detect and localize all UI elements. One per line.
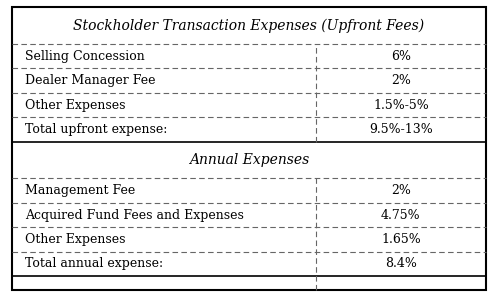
Text: 4.75%: 4.75% <box>381 208 421 222</box>
Text: 9.5%-13%: 9.5%-13% <box>369 123 433 136</box>
Text: 2%: 2% <box>391 74 411 87</box>
Text: Annual Expenses: Annual Expenses <box>189 153 309 167</box>
Text: Acquired Fund Fees and Expenses: Acquired Fund Fees and Expenses <box>25 208 244 222</box>
Text: 1.65%: 1.65% <box>381 233 421 246</box>
Text: Other Expenses: Other Expenses <box>25 99 125 112</box>
Text: Stockholder Transaction Expenses (Upfront Fees): Stockholder Transaction Expenses (Upfron… <box>73 18 425 33</box>
Text: Total upfront expense:: Total upfront expense: <box>25 123 167 136</box>
Text: Selling Concession: Selling Concession <box>25 50 144 63</box>
Text: 1.5%-5%: 1.5%-5% <box>373 99 429 112</box>
Text: 8.4%: 8.4% <box>385 257 417 271</box>
Text: Dealer Manager Fee: Dealer Manager Fee <box>25 74 155 87</box>
Text: Other Expenses: Other Expenses <box>25 233 125 246</box>
Text: 2%: 2% <box>391 184 411 197</box>
Text: Total annual expense:: Total annual expense: <box>25 257 163 271</box>
Text: Management Fee: Management Fee <box>25 184 135 197</box>
Text: 6%: 6% <box>391 50 411 63</box>
